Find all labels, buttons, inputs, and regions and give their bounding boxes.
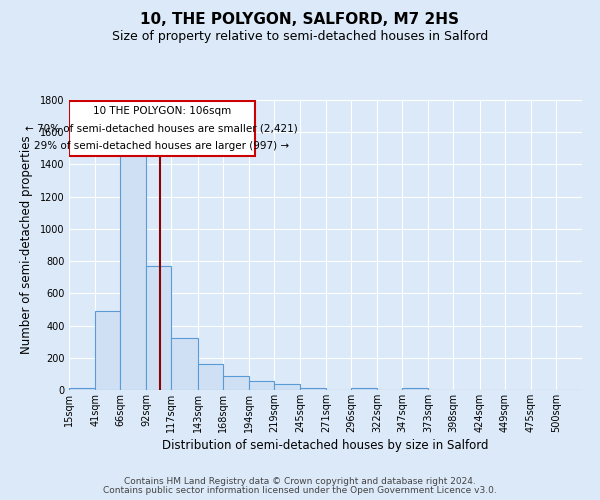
Y-axis label: Number of semi-detached properties: Number of semi-detached properties	[20, 136, 33, 354]
Bar	[300, 388, 326, 390]
Bar	[197, 364, 223, 390]
Bar	[172, 338, 197, 390]
Bar	[402, 388, 428, 390]
Bar	[69, 101, 255, 156]
X-axis label: Distribution of semi-detached houses by size in Salford: Distribution of semi-detached houses by …	[162, 439, 489, 452]
Bar	[69, 388, 95, 390]
Bar	[95, 311, 120, 390]
Bar	[223, 376, 249, 390]
Text: 10 THE POLYGON: 106sqm: 10 THE POLYGON: 106sqm	[93, 106, 231, 116]
Text: Contains HM Land Registry data © Crown copyright and database right 2024.: Contains HM Land Registry data © Crown c…	[124, 477, 476, 486]
Text: ← 70% of semi-detached houses are smaller (2,421): ← 70% of semi-detached houses are smalle…	[25, 123, 298, 133]
Text: 10, THE POLYGON, SALFORD, M7 2HS: 10, THE POLYGON, SALFORD, M7 2HS	[140, 12, 460, 28]
Bar	[146, 266, 172, 390]
Bar	[249, 381, 274, 390]
Text: Contains public sector information licensed under the Open Government Licence v3: Contains public sector information licen…	[103, 486, 497, 495]
Text: Size of property relative to semi-detached houses in Salford: Size of property relative to semi-detach…	[112, 30, 488, 43]
Bar	[351, 388, 377, 390]
Bar	[274, 384, 300, 390]
Bar	[120, 146, 146, 390]
Text: 29% of semi-detached houses are larger (997) →: 29% of semi-detached houses are larger (…	[34, 140, 289, 150]
